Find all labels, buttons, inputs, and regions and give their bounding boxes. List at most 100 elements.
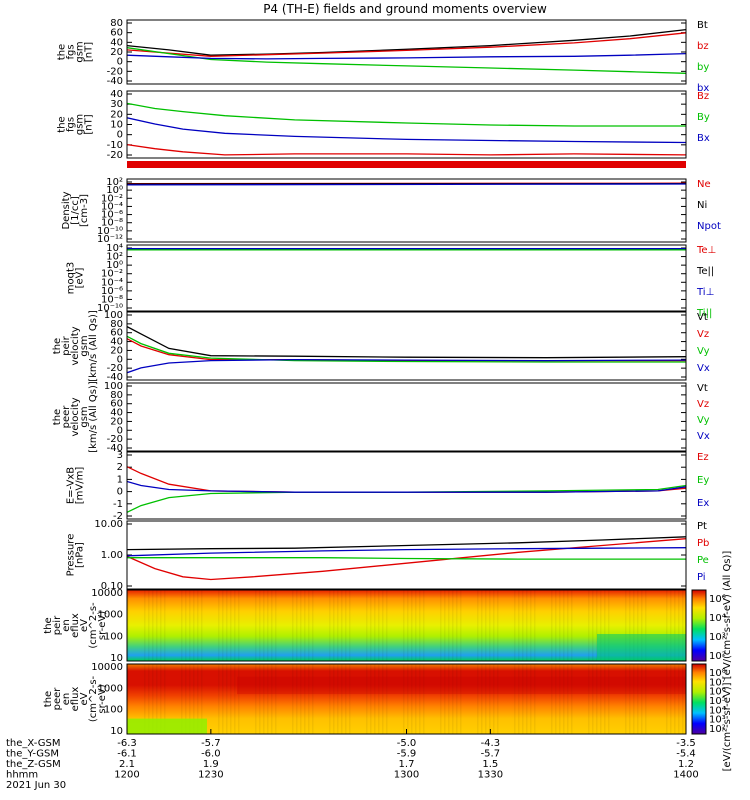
spectrogram-stripe xyxy=(419,664,421,734)
spectrogram-stripe xyxy=(571,664,573,734)
xaxis-value: 1300 xyxy=(394,770,419,781)
legend-Vt: Vt xyxy=(697,312,708,323)
spectrogram-stripe xyxy=(567,590,569,661)
spectrogram-stripe xyxy=(275,590,277,661)
spectrogram-stripe xyxy=(238,664,240,734)
spectrogram-stripe xyxy=(160,664,162,734)
spectrogram-stripe xyxy=(600,590,602,661)
series-line-Ez xyxy=(126,466,687,493)
spectrogram-stripe xyxy=(567,664,569,734)
legend-Vz: Vz xyxy=(697,399,709,410)
legend-Vy: Vy xyxy=(697,346,710,357)
xaxis-value: -5.4 xyxy=(676,749,696,760)
spectrogram-stripe xyxy=(267,590,269,661)
spectrogram-stripe xyxy=(378,664,380,734)
spectrogram-stripe xyxy=(255,664,257,734)
panel-label-line: eV xyxy=(79,619,90,632)
spectrogram-stripe xyxy=(670,664,672,734)
spectrogram-stripe xyxy=(477,590,479,661)
series-line-bx xyxy=(126,52,687,60)
panel-6: thepeervelocitygsm[km/s (All Qs)] 1008060… xyxy=(52,381,710,454)
spectrogram-stripe xyxy=(452,664,454,734)
legend-Bt: Bt xyxy=(697,20,708,31)
colorbar xyxy=(691,663,707,735)
legend-Ti||: Ti|| xyxy=(696,308,712,319)
plot-title: P4 (TH-E) fields and ground moments over… xyxy=(263,2,547,16)
y-tick-label: 10² xyxy=(106,252,123,263)
spectrogram-stripe xyxy=(477,664,479,734)
spectrogram-stripe xyxy=(563,664,565,734)
spectrogram-stripe xyxy=(592,664,594,734)
y-tick-label: 40 xyxy=(110,89,123,100)
spectrogram-stripe xyxy=(197,590,199,661)
panel-8: Pressure[nPa] 10.00 1.00 0.10 Pt Pb Pe Pi xyxy=(66,519,710,592)
spectrogram-stripe xyxy=(419,590,421,661)
spectrogram-stripe xyxy=(460,664,462,734)
spectrogram-stripe xyxy=(563,590,565,661)
y-tick-label: 10 xyxy=(110,653,123,664)
legend-Pt: Pt xyxy=(697,521,707,532)
xaxis-row-label: hhmm xyxy=(6,770,38,781)
y-tick-label: 80 xyxy=(110,18,123,29)
spectrogram-stripe xyxy=(201,590,203,661)
y-tick-label: 100 xyxy=(104,631,123,642)
colorbar xyxy=(691,589,707,662)
spectrogram-stripe xyxy=(407,664,409,734)
spectrogram-stripe xyxy=(588,590,590,661)
spectrogram-stripe xyxy=(625,664,627,734)
spectrogram-stripe xyxy=(300,664,302,734)
spectrogram-stripe xyxy=(489,590,491,661)
y-tick-label: 100 xyxy=(104,705,123,716)
spectrogram-stripe xyxy=(481,590,483,661)
legend-Ni: Ni xyxy=(697,200,707,211)
spectrogram-stripe xyxy=(403,590,405,661)
panel-label-line: gsm xyxy=(75,114,86,135)
spectrogram-stripe xyxy=(238,590,240,661)
series-line-Pt xyxy=(126,536,687,551)
panel-10: thepeerenefluxeV(cm^2-s-sr-eV) 10000 1000 1… xyxy=(43,662,726,737)
spectrogram-stripe xyxy=(518,664,520,734)
y-tick-label: 0 xyxy=(117,487,123,498)
series-line-Pi xyxy=(126,547,687,557)
spectrogram-stripe xyxy=(440,664,442,734)
y-tick-label: 60 xyxy=(110,399,123,410)
panel-label-line: sr-eV) xyxy=(97,684,108,713)
y-tick-label: 10 xyxy=(110,120,123,131)
spectrogram-stripe xyxy=(596,590,598,661)
y-tick-label: 30 xyxy=(110,99,123,110)
spectrogram-stripe xyxy=(263,590,265,661)
y-tick-label: 0.10 xyxy=(101,581,123,592)
spectrogram-stripe xyxy=(641,664,643,734)
spectrogram-stripe xyxy=(493,664,495,734)
panel-label-line: the xyxy=(43,617,54,633)
spectrogram-stripe xyxy=(608,664,610,734)
panel-label: E=-VxB[mV/m] xyxy=(66,467,86,505)
spectrogram-stripe xyxy=(185,664,187,734)
spectrogram-stripe xyxy=(551,664,553,734)
spectrogram-stripe xyxy=(460,590,462,661)
xaxis-row-label: the_Z-GSM xyxy=(6,759,61,770)
spectrogram-stripe xyxy=(275,664,277,734)
spectrogram-stripe xyxy=(551,590,553,661)
y-tick-label: -1 xyxy=(113,499,123,510)
spectrogram-stripe xyxy=(181,664,183,734)
xaxis-value: 1230 xyxy=(198,770,223,781)
spectrogram-stripe xyxy=(559,590,561,661)
spectrogram-stripe xyxy=(629,590,631,661)
spectrogram-stripe xyxy=(666,664,668,734)
panel-label-line: [nT] xyxy=(84,42,95,62)
panel-label: Density[1/cc][cm-3] xyxy=(61,191,90,229)
panel-3: Density[1/cc][cm-3]10²10⁰10⁻²10⁻⁴10⁻⁶10⁻… xyxy=(61,177,721,245)
panel-label-line: [nT] xyxy=(84,114,95,134)
spectrogram-stripe xyxy=(127,590,129,661)
panel-label: thepeirenefluxeV(cm^2-s-sr-eV) xyxy=(43,602,108,649)
y-tick-label: 10⁻⁸ xyxy=(101,294,123,305)
panel-label: thepeervelocitygsm[km/s (All Qs)] xyxy=(52,381,99,453)
colorbar-tick-label: 10⁶ xyxy=(709,687,726,698)
xaxis-value: 1.5 xyxy=(482,759,498,770)
y-tick-label: 40 xyxy=(110,408,123,419)
spectrogram-stripe xyxy=(415,590,417,661)
series-line-Vx xyxy=(126,358,687,374)
series-line-By xyxy=(126,102,686,127)
